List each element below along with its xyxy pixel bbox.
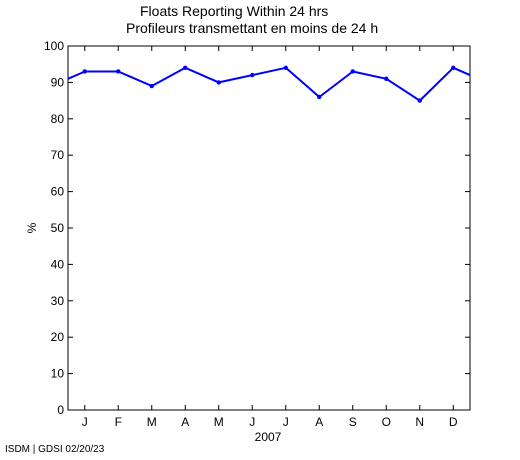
data-point (216, 80, 221, 85)
y-tick-label: 40 (51, 257, 65, 271)
data-point (183, 65, 188, 71)
x-tick-label: A (181, 415, 189, 429)
chart-title: Floats Reporting Within 24 hrs (140, 3, 328, 19)
x-tick-label: F (115, 415, 122, 429)
y-tick-label: 80 (51, 112, 65, 126)
x-tick-label: D (449, 415, 458, 429)
x-axis-label: 2007 (255, 430, 282, 444)
y-tick-label: 10 (51, 367, 65, 381)
data-point (149, 83, 154, 89)
data-point (451, 65, 456, 71)
x-tick-label: J (249, 415, 255, 429)
data-point (116, 69, 121, 74)
y-tick-label: 20 (51, 330, 65, 344)
y-axis-label: % (25, 222, 39, 233)
series-group (67, 65, 471, 103)
data-point (417, 98, 422, 103)
y-tick-label: 100 (44, 39, 64, 53)
data-point (384, 76, 389, 81)
y-tick-label: 0 (57, 403, 64, 417)
x-tick-label: M (147, 415, 157, 429)
x-tick-label: A (315, 415, 323, 429)
data-point (82, 69, 87, 74)
data-point (317, 94, 322, 100)
y-tick-label: 60 (51, 185, 65, 199)
y-axis: 0 10 20 30 40 50 60 70 80 90 100 (44, 39, 470, 417)
data-point (250, 72, 255, 78)
series-line (67, 66, 471, 102)
footer-credit: ISDM | GDSI 02/20/23 (5, 444, 105, 455)
y-tick-label: 70 (51, 148, 65, 162)
y-tick-label: 50 (51, 221, 65, 235)
y-tick-label: 30 (51, 294, 65, 308)
x-tick-label: J (283, 415, 289, 429)
x-tick-label: J (82, 415, 88, 429)
x-tick-label: S (349, 415, 357, 429)
x-tick-label: O (382, 415, 391, 429)
data-point (350, 69, 355, 74)
x-tick-label: N (415, 415, 424, 429)
plot-frame (67, 45, 471, 411)
x-tick-label: M (214, 415, 224, 429)
chart-subtitle: Profileurs transmettant en moins de 24 h (126, 20, 378, 36)
y-tick-label: 90 (51, 75, 65, 89)
data-point (283, 65, 288, 71)
